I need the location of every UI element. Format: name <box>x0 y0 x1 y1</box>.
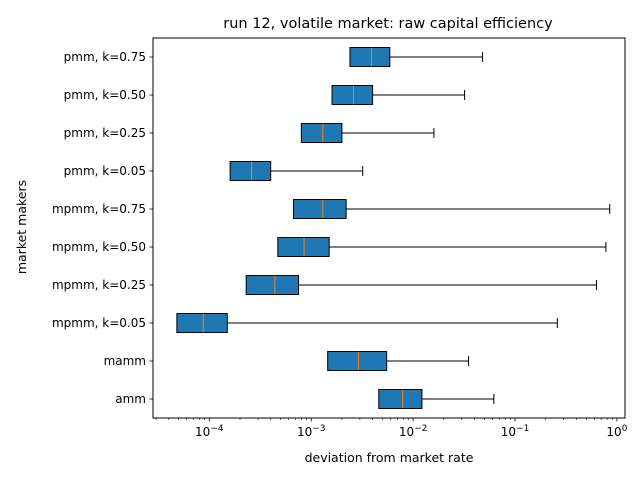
y-tick-label: pmm, k=0.05 <box>64 164 146 178</box>
box <box>293 199 347 219</box>
y-tick-label: pmm, k=0.50 <box>64 88 146 102</box>
y-axis-label: market makers <box>14 180 29 274</box>
box <box>378 389 423 409</box>
box <box>245 275 300 295</box>
x-axis-label: deviation from market rate <box>305 450 474 465</box>
plot-area: 10−4 10−3 10−2 10−1 100 pmm, k=0.75 pmm, k=0.5… <box>52 37 628 439</box>
chart-title: run 12, volatile market: raw capital eff… <box>223 16 553 32</box>
x-tick-label: 10−4 <box>195 424 224 439</box>
box <box>349 47 391 67</box>
box <box>300 123 343 143</box>
y-tick-label: mpmm, k=0.50 <box>52 240 146 254</box>
y-tick-label: pmm, k=0.25 <box>64 126 146 140</box>
y-tick-label: pmm, k=0.75 <box>64 50 146 64</box>
y-tick-label: mpmm, k=0.05 <box>52 316 146 330</box>
y-tick-label: mpmm, k=0.75 <box>52 202 146 216</box>
x-tick-label: 100 <box>606 424 627 439</box>
x-tick-label: 10−3 <box>297 424 326 439</box>
y-tick-label: mamm <box>104 354 146 368</box>
plot-frame <box>152 37 626 419</box>
y-tick-label: amm <box>115 392 146 406</box>
box <box>277 237 330 257</box>
box <box>229 161 272 181</box>
y-tick-label: mpmm, k=0.25 <box>52 278 146 292</box>
x-tick-label: 10−1 <box>501 424 530 439</box>
box <box>331 85 374 105</box>
box <box>327 351 388 371</box>
box <box>176 313 228 333</box>
x-tick-label: 10−2 <box>399 424 428 439</box>
